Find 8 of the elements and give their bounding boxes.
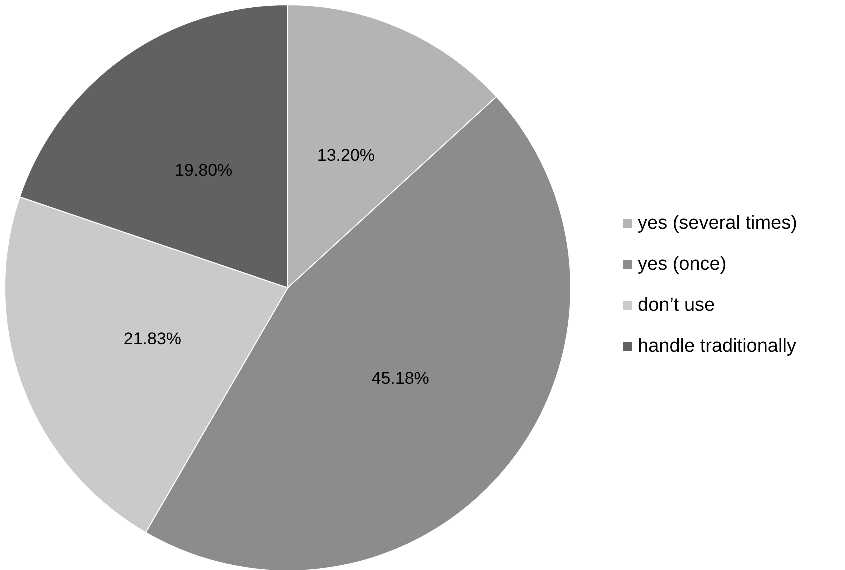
data-label: 21.83% xyxy=(124,329,182,348)
legend-label: don’t use xyxy=(638,295,716,316)
legend-label: handle traditionally xyxy=(638,336,797,357)
legend-label: yes (once) xyxy=(638,254,727,275)
legend-label: yes (several times) xyxy=(638,213,798,234)
data-label: 13.20% xyxy=(317,146,376,166)
data-label: 45.18% xyxy=(372,369,430,388)
data-label: 19.80% xyxy=(174,161,233,180)
